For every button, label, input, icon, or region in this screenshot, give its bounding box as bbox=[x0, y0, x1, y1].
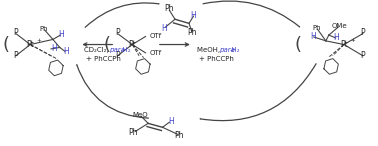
Text: H: H bbox=[310, 32, 316, 41]
Text: OTf: OTf bbox=[149, 33, 161, 39]
FancyArrowPatch shape bbox=[77, 65, 149, 118]
Text: H: H bbox=[51, 44, 57, 53]
Text: OTf: OTf bbox=[149, 50, 161, 56]
Text: P: P bbox=[116, 51, 120, 60]
Text: Pt: Pt bbox=[129, 40, 136, 49]
Text: OMe: OMe bbox=[331, 23, 347, 29]
Text: P: P bbox=[13, 51, 17, 60]
FancyArrowPatch shape bbox=[85, 3, 159, 27]
Text: +: + bbox=[351, 38, 355, 43]
Text: Pt: Pt bbox=[340, 40, 348, 49]
Text: P: P bbox=[361, 28, 365, 37]
Text: (: ( bbox=[3, 35, 9, 54]
Text: Ph: Ph bbox=[164, 4, 174, 13]
Text: -H₂: -H₂ bbox=[120, 47, 131, 53]
Text: (: ( bbox=[294, 35, 301, 54]
Text: H: H bbox=[168, 117, 174, 126]
Text: Ph: Ph bbox=[128, 128, 138, 137]
Text: H: H bbox=[161, 24, 167, 33]
Text: Pt: Pt bbox=[26, 40, 34, 49]
Text: + PhCCPh: + PhCCPh bbox=[199, 56, 234, 62]
Text: CD₂Cl₂,: CD₂Cl₂, bbox=[84, 47, 111, 53]
Text: + PhCCPh: + PhCCPh bbox=[86, 56, 121, 62]
FancyArrowPatch shape bbox=[203, 1, 299, 27]
Text: Ph: Ph bbox=[174, 131, 184, 140]
Text: Ph: Ph bbox=[313, 25, 321, 32]
Text: (: ( bbox=[103, 35, 110, 54]
Text: H: H bbox=[63, 47, 69, 56]
Text: P: P bbox=[116, 28, 120, 37]
Text: para: para bbox=[219, 47, 235, 53]
Text: MeO: MeO bbox=[132, 112, 148, 118]
FancyArrowPatch shape bbox=[200, 64, 316, 121]
Text: para: para bbox=[109, 47, 125, 53]
Text: +: + bbox=[37, 38, 41, 43]
Text: Ph: Ph bbox=[187, 28, 197, 37]
Text: H: H bbox=[191, 11, 197, 20]
Text: P: P bbox=[13, 28, 17, 37]
Text: Ph: Ph bbox=[39, 26, 48, 32]
Text: H: H bbox=[58, 30, 64, 39]
Text: P: P bbox=[361, 51, 365, 60]
Text: H: H bbox=[333, 33, 339, 42]
Text: -H₂: -H₂ bbox=[230, 47, 240, 53]
Text: MeOH,: MeOH, bbox=[197, 47, 223, 53]
